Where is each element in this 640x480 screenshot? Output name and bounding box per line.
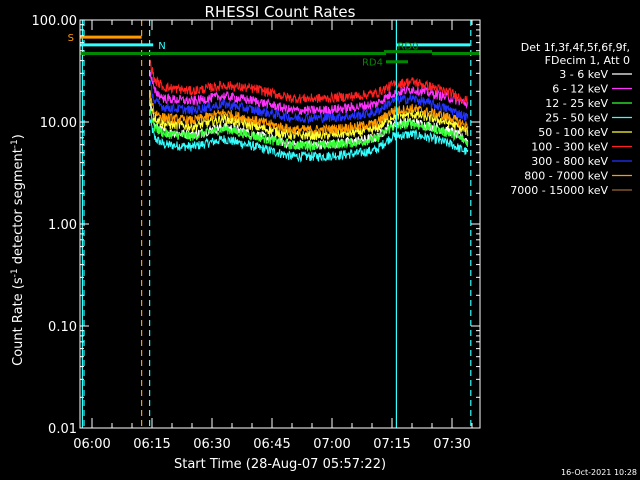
series-line [149,80,469,125]
y-tick-label: 100.00 [32,14,78,29]
x-tick-label: 07:30 [433,437,470,452]
y-tick-label: 0.10 [48,320,77,335]
y-tick-label: 1.00 [48,218,77,233]
series-line [149,109,469,153]
legend-label: 3 - 6 keV [559,68,608,81]
x-axis-label: Start Time (28-Aug-07 05:57:22) [174,457,386,472]
y-axis-label: Count Rate (s-1 detector segment-1) [10,134,26,366]
x-tick-label: 06:15 [133,437,170,452]
legend-header-line-1: Det 1f,3f,4f,5f,6f,9f, [521,41,630,54]
legend-label: 300 - 800 keV [531,155,608,168]
x-tick-label: 06:00 [73,437,110,452]
series-line [149,95,469,141]
series-line [149,59,469,106]
series-line [149,71,469,116]
chart-title: RHESSI Count Rates [205,3,356,21]
overlay-layer: S N RD0 RD4 [68,20,480,428]
legend-label: 12 - 25 keV [545,97,608,110]
legend-label: 6 - 12 keV [552,83,608,96]
legend: Det 1f,3f,4f,5f,6f,9f, FDecim 1, Att 0 3… [510,41,632,197]
legend-label: 7000 - 15000 keV [510,184,608,197]
x-tick-label: 06:30 [193,437,230,452]
flag-label-rd4: RD4 [362,58,383,69]
footer-date: 16-Oct-2021 10:28 [561,468,637,477]
x-tick-label: 07:15 [373,437,410,452]
y-tick-label: 0.01 [48,422,77,437]
legend-label: 25 - 50 keV [545,112,608,125]
legend-label: 100 - 300 keV [531,141,608,154]
series-layer [149,59,469,163]
flag-label-n: N [158,41,165,52]
y-tick-label: 10.00 [40,116,77,131]
x-tick-label: 07:00 [313,437,350,452]
flag-label-rd0: RD0 [397,42,418,53]
series-line [149,117,469,163]
flag-label-s: S [68,33,74,44]
series-line [149,90,469,137]
legend-header-line-2: FDecim 1, Att 0 [545,54,630,67]
legend-label: 50 - 100 keV [538,126,608,139]
legend-label: 800 - 7000 keV [524,170,608,183]
x-tick-label: 06:45 [253,437,290,452]
